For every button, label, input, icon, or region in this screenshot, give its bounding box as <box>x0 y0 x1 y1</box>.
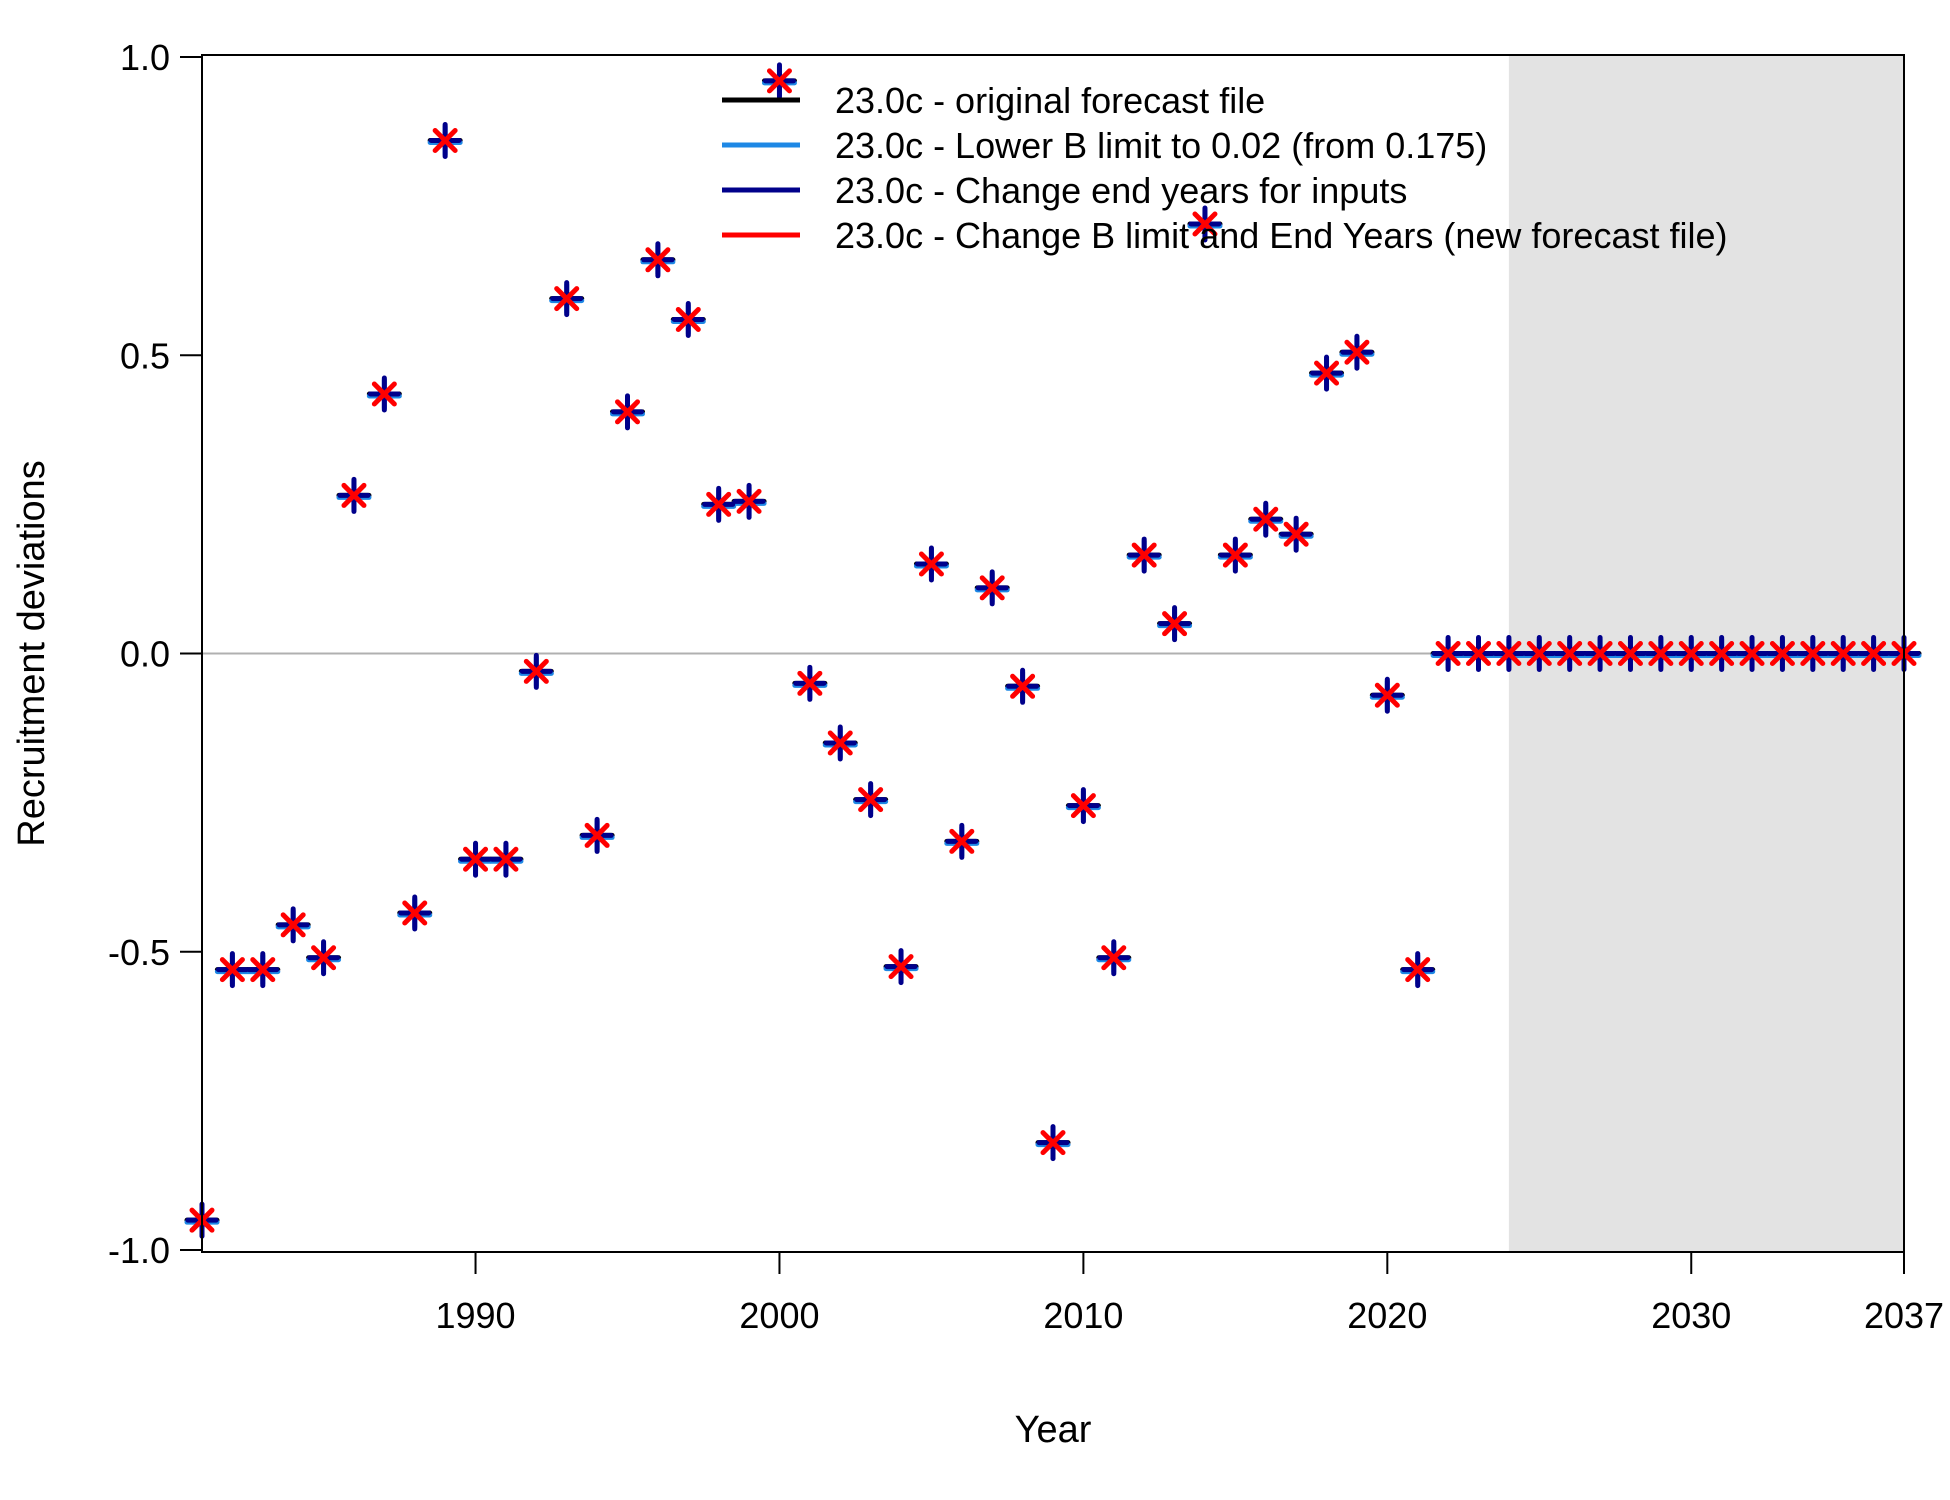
data-point-series-4 <box>1010 673 1036 699</box>
data-point-series-4 <box>706 491 732 517</box>
data-point-series-4 <box>827 730 853 756</box>
data-point-series-4 <box>1739 641 1765 666</box>
x-axis-label: Year <box>1015 1409 1092 1451</box>
data-point-series-4 <box>523 658 549 684</box>
data-point-series-4 <box>341 482 367 508</box>
data-point-series-4 <box>402 900 428 926</box>
data-point-series-4 <box>463 846 489 872</box>
data-point-series-4 <box>949 828 975 854</box>
x-tick-label: 2020 <box>1347 1295 1427 1336</box>
data-point-series-4 <box>1587 641 1613 666</box>
data-point-series-4 <box>1222 542 1248 568</box>
data-point-series-4 <box>554 286 580 312</box>
data-point-series-4 <box>250 957 276 983</box>
data-point-series-4 <box>736 488 762 514</box>
data-point-series-4 <box>1617 641 1643 666</box>
data-point-series-4 <box>615 399 640 425</box>
legend-label: 23.0c - Lower B limit to 0.02 (from 0.17… <box>835 125 1487 166</box>
data-point-series-4 <box>1131 542 1157 568</box>
data-point-series-4 <box>918 551 944 577</box>
data-point-series-4 <box>858 787 884 813</box>
data-point-series-4 <box>645 247 671 273</box>
y-tick-label: -1.0 <box>108 1230 170 1271</box>
y-tick-label: 1.0 <box>120 37 170 78</box>
data-point-series-4 <box>493 846 519 872</box>
data-point-series-4 <box>1830 641 1856 666</box>
data-point-series-4 <box>1192 211 1218 237</box>
x-tick-label: 1990 <box>435 1295 515 1336</box>
x-axis: 1990 2000 2010 2020 2030 2037 <box>202 1251 1944 1336</box>
data-point-series-4 <box>766 68 792 94</box>
data-point-series-4 <box>280 912 306 938</box>
data-point-series-4 <box>1040 1130 1066 1156</box>
data-point-series-4 <box>1678 641 1704 666</box>
plot-area <box>184 54 1922 1253</box>
data-point-series-4 <box>1526 641 1552 666</box>
data-point-series-4 <box>1861 641 1887 666</box>
data-point-series-4 <box>1101 945 1127 971</box>
x-tick-label: 2000 <box>739 1295 819 1336</box>
data-point-series-4 <box>1283 521 1309 547</box>
data-point-series-4 <box>219 957 245 983</box>
x-tick-label: 2030 <box>1651 1295 1731 1336</box>
data-point-series-4 <box>1314 360 1340 386</box>
y-tick-label: -0.5 <box>108 932 170 973</box>
y-axis-label: Recruitment deviations <box>11 460 53 847</box>
legend-label: 23.0c - Change B limit and End Years (ne… <box>835 215 1727 256</box>
data-point-series-4 <box>1374 682 1400 708</box>
x-tick-label: 2010 <box>1043 1295 1123 1336</box>
data-point-series-4 <box>979 575 1005 601</box>
legend-label: 23.0c - Change end years for inputs <box>835 170 1407 211</box>
data-point-series-4 <box>1466 641 1491 666</box>
data-point-series-4 <box>1648 641 1674 666</box>
data-point-series-4 <box>371 381 397 407</box>
data-point-series-4 <box>584 822 610 848</box>
data-point-series-4 <box>1344 339 1370 365</box>
data-point-series-4 <box>1253 506 1279 532</box>
data-point-series-4 <box>1769 641 1795 666</box>
data-point-series-4 <box>888 954 914 980</box>
y-tick-label: 0.5 <box>120 335 170 376</box>
data-point-series-4 <box>1709 641 1735 666</box>
data-point-series-4 <box>1162 611 1188 637</box>
data-point-series-4 <box>432 128 458 154</box>
data-point-series-4 <box>1435 641 1461 666</box>
y-tick-label: 0.0 <box>120 634 170 675</box>
data-point-series-4 <box>675 306 701 332</box>
data-point-series-4 <box>1557 641 1583 666</box>
y-axis: -1.0 -0.5 0.0 0.5 1.0 <box>108 37 203 1271</box>
x-tick-label: 2037 <box>1864 1295 1944 1336</box>
data-point-series-4 <box>1800 641 1826 666</box>
data-point-series-4 <box>1405 957 1431 983</box>
data-point-series-4 <box>797 670 823 696</box>
data-point-series-4 <box>1496 641 1522 666</box>
data-point-series-4 <box>311 945 337 971</box>
data-point-series-4 <box>1070 793 1096 819</box>
legend-label: 23.0c - original forecast file <box>835 80 1265 121</box>
